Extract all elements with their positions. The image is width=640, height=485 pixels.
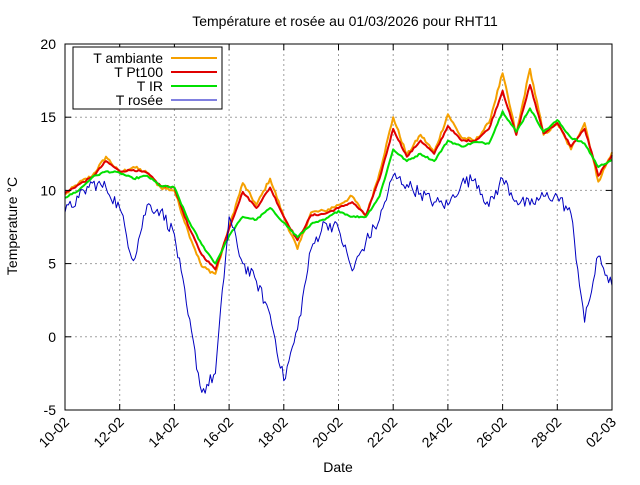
y-tick-label: 10: [40, 182, 56, 198]
y-axis-label: Temperature °C: [4, 177, 20, 275]
chart-title: Température et rosée au 01/03/2026 pour …: [192, 13, 498, 29]
y-tick-label: 0: [48, 329, 56, 345]
legend-label-2: T Pt100: [114, 64, 163, 80]
legend-label-4: T rosée: [116, 92, 163, 108]
legend-label-1: T ambiante: [93, 50, 163, 66]
x-axis-label: Date: [323, 459, 353, 475]
y-tick-label: 15: [40, 109, 56, 125]
series-line-4: [64, 172, 613, 394]
y-tick-label: 5: [48, 256, 56, 272]
y-tick-label: 20: [40, 36, 56, 52]
y-tick-label: -5: [44, 402, 57, 418]
series-layer: [64, 67, 613, 394]
series-line-3: [64, 107, 613, 265]
legend-label-3: T IR: [137, 78, 163, 94]
